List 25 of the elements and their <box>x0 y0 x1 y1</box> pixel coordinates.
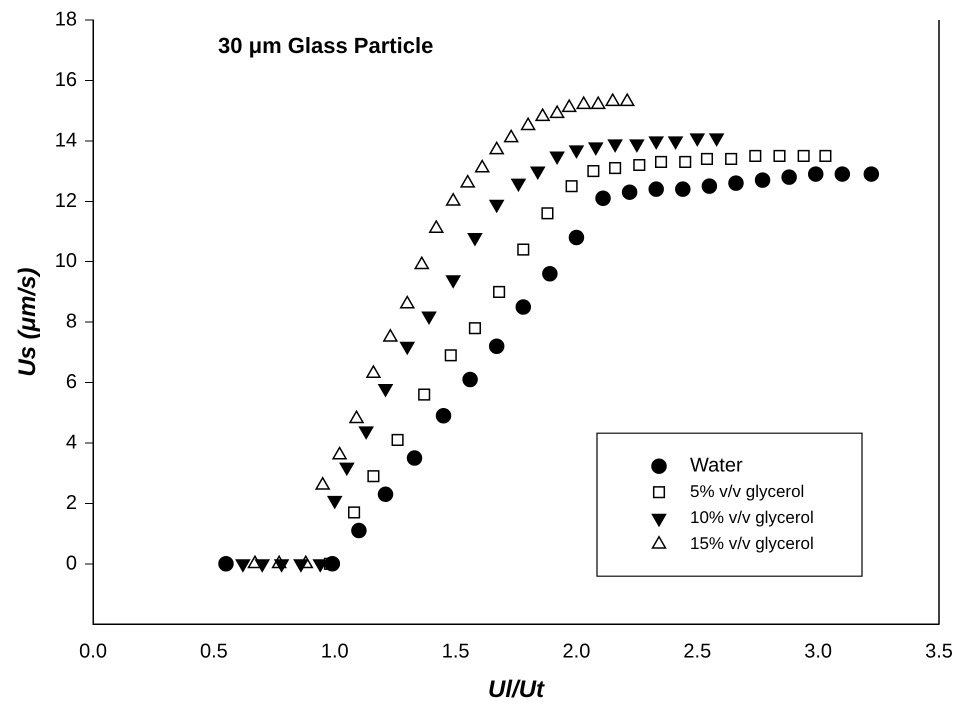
x-axis-title: Ul/Ut <box>488 676 546 704</box>
legend-label: 5% v/v glycerol <box>690 482 804 501</box>
y-tick-label: 6 <box>66 371 78 394</box>
y-tick-label: 0 <box>66 552 78 574</box>
legend-label: 15% v/v glycerol <box>690 534 814 553</box>
x-tick-label: 2.5 <box>683 640 712 663</box>
y-tick-label: 16 <box>54 68 78 91</box>
x-tick-label: 0.0 <box>79 640 107 663</box>
y-tick-label: 14 <box>54 129 78 152</box>
y-tick-label: 18 <box>54 8 78 31</box>
y-tick-label: 10 <box>54 250 78 272</box>
x-tick-label: 3.0 <box>804 640 832 663</box>
x-tick-label: 3.5 <box>925 640 953 663</box>
y-tick-label: 8 <box>66 310 78 333</box>
text: 30 μm Glass Particle <box>218 33 434 58</box>
legend-label: Water <box>690 454 743 477</box>
y-tick-label: 12 <box>54 190 78 212</box>
x-tick-label: 1.0 <box>320 640 349 663</box>
x-tick-label: 1.5 <box>442 640 470 663</box>
y-tick-label: 2 <box>66 492 78 514</box>
y-tick-label: 4 <box>66 431 78 454</box>
x-tick-label: 2.0 <box>562 640 590 663</box>
y-axis-title: Us (μm/s) <box>14 268 42 377</box>
x-tick-label: 0.5 <box>200 640 228 663</box>
legend-label: 10% v/v glycerol <box>690 508 814 527</box>
